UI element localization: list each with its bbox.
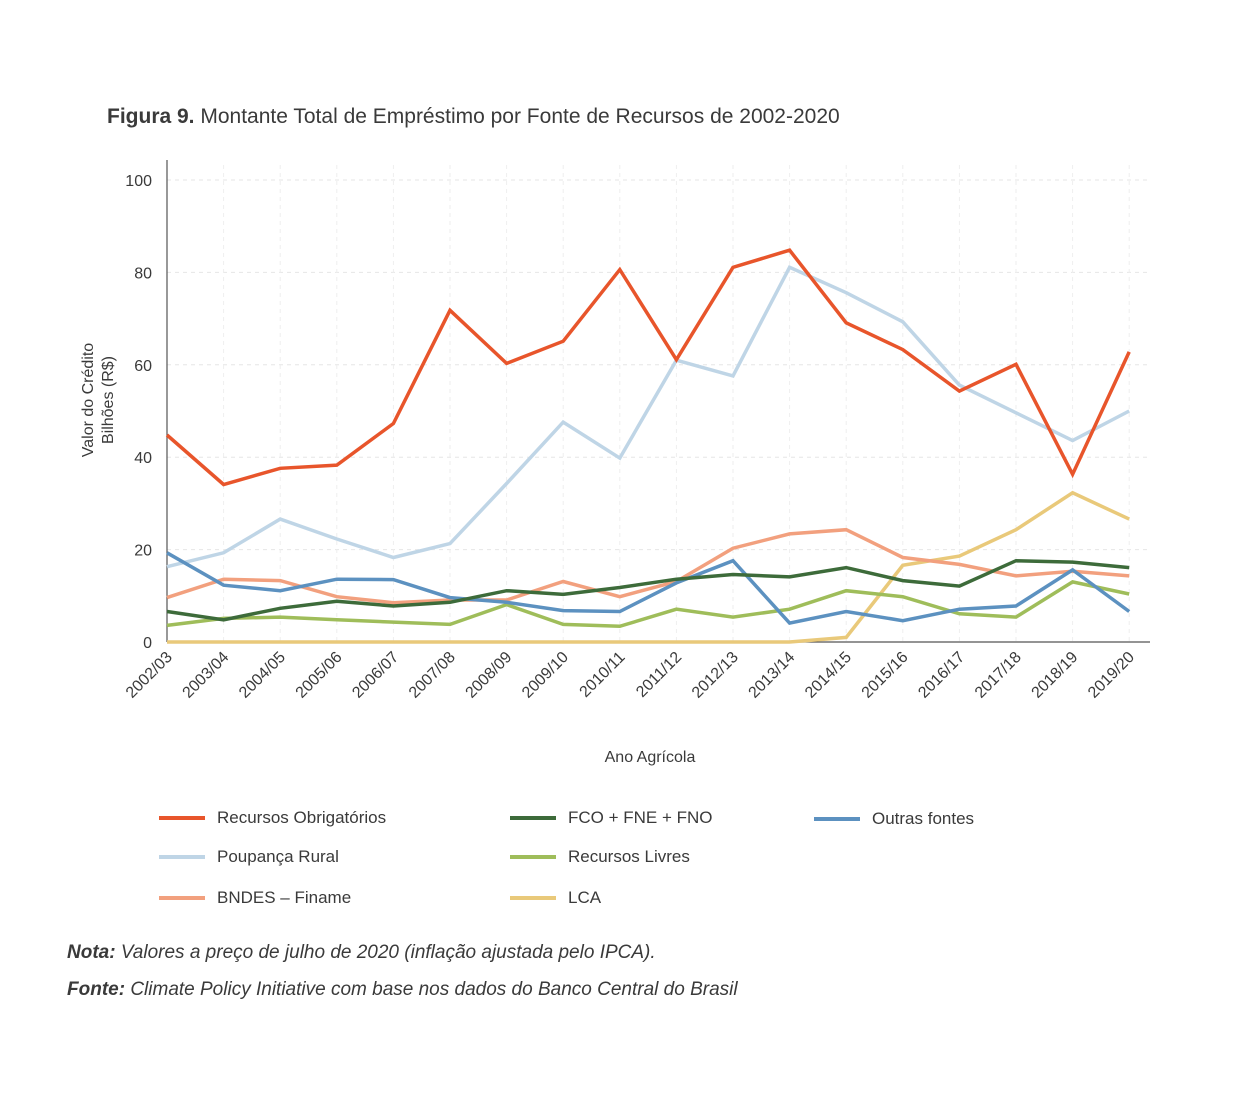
chart-axes	[166, 160, 1150, 643]
legend-swatch	[814, 817, 860, 821]
legend-swatch	[159, 816, 205, 820]
x-tick-label: 2004/05	[236, 649, 289, 702]
note-label: Nota:	[67, 942, 116, 963]
series-line-bndes-finame	[166, 527, 1130, 605]
series-line-lca	[167, 490, 1130, 644]
note-text: Valores a preço de julho de 2020 (inflaç…	[115, 942, 656, 963]
y-axis-title-line1: Valor do Crédito	[80, 343, 97, 458]
x-tick-label: 2011/12	[633, 649, 685, 701]
x-tick-label: 2006/07	[349, 649, 402, 702]
legend-swatch	[510, 896, 556, 900]
x-axis-title: Ano Agrícola	[605, 749, 696, 766]
legend-item-lca: LCA	[510, 888, 601, 908]
x-tick-label: 2009/10	[519, 649, 572, 702]
y-axis-title-line2: Bilhões (R$)	[100, 356, 117, 444]
x-tick-label: 2003/04	[180, 649, 233, 702]
figure-title: Figura 9. Montante Total de Empréstimo p…	[107, 105, 840, 129]
legend-swatch	[159, 896, 205, 900]
series-line-outras-fontes	[166, 551, 1131, 626]
legend-label: BNDES – Finame	[217, 888, 352, 907]
x-tick-label: 2013/14	[746, 649, 799, 702]
x-tick-label: 2005/06	[293, 649, 346, 702]
source-label: Fonte:	[67, 979, 126, 1000]
legend-item-fco-fne-fno: FCO + FNE + FNO	[510, 808, 713, 828]
x-tick-label: 2008/09	[463, 649, 516, 702]
series-line-recursos-obrigatorios	[165, 248, 1131, 487]
series-line-recursos-livres	[166, 580, 1130, 629]
legend-item-recursos-obrigatorios: Recursos Obrigatórios	[159, 808, 386, 828]
legend-item-poupanca-rural: Poupança Rural	[159, 847, 339, 867]
legend-label: Outras fontes	[872, 809, 975, 828]
legend-swatch	[159, 855, 205, 859]
x-tick-label: 2007/08	[406, 649, 459, 702]
x-tick-label: 2017/18	[972, 649, 1025, 702]
x-tick-label: 2010/11	[577, 649, 629, 701]
legend-label: LCA	[568, 888, 602, 907]
y-tick-label: 60	[134, 358, 152, 375]
y-tick-label: 100	[125, 173, 152, 190]
x-tick-label: 2014/15	[802, 649, 855, 702]
legend-label: FCO + FNE + FNO	[568, 808, 713, 827]
x-tick-label: 2012/13	[689, 649, 742, 702]
figure-title-text: Montante Total de Empréstimo por Fonte d…	[194, 105, 840, 128]
y-tick-label: 40	[134, 450, 152, 467]
legend-label: Recursos Livres	[568, 847, 690, 866]
chart-note: Nota: Valores a preço de julho de 2020 (…	[67, 942, 656, 964]
chart-labels: 0 20 40 60 80 100 2002/03 2003/04 2004/05 2005/06…	[80, 173, 1138, 766]
x-tick-label: 2016/17	[915, 649, 968, 702]
source-text: Climate Policy Initiative com base nos d…	[125, 979, 738, 1000]
y-tick-label: 20	[134, 543, 152, 560]
figure-number: Figura 9.	[107, 105, 195, 128]
y-tick-label: 80	[134, 265, 152, 282]
legend-swatch	[510, 855, 556, 859]
x-tick-label: 2019/20	[1085, 649, 1138, 702]
legend-swatch	[510, 816, 556, 820]
x-tick-label: 2015/16	[859, 649, 912, 702]
x-tick-label: 2018/19	[1029, 649, 1082, 702]
chart-grid	[167, 165, 1150, 642]
series-line-fco-fne-fno	[166, 558, 1130, 622]
legend-label: Poupança Rural	[217, 847, 339, 866]
x-tick-label: 2002/03	[123, 649, 176, 702]
y-tick-label: 0	[143, 635, 152, 652]
chart-series	[165, 248, 1131, 644]
legend-item-bndes-finame: BNDES – Finame	[159, 888, 351, 908]
chart-source: Fonte: Climate Policy Initiative com bas…	[67, 979, 738, 1001]
legend-item-outras-fontes: Outras fontes	[814, 809, 974, 829]
legend-item-recursos-livres: Recursos Livres	[510, 847, 690, 867]
series-line-poupanca-rural	[166, 265, 1131, 569]
legend-label: Recursos Obrigatórios	[217, 808, 387, 827]
